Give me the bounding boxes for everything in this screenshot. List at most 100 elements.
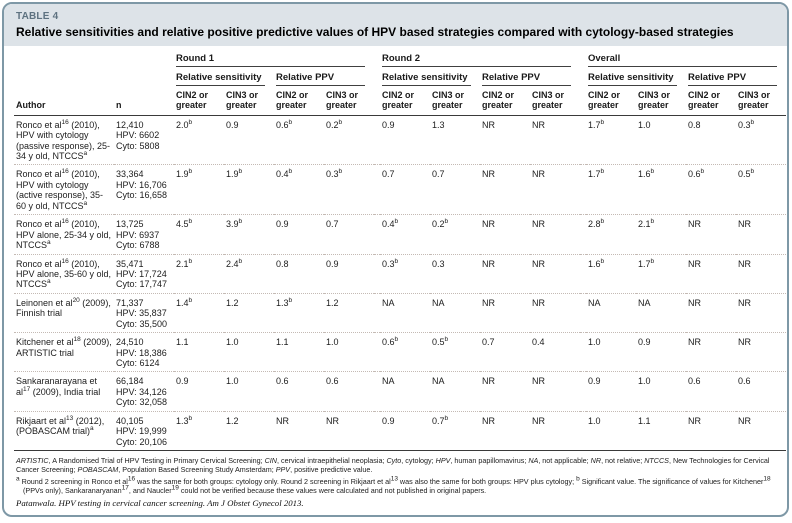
footnote-abbreviations: ARTISTIC, A Randomised Trial of HPV Test… [16, 456, 770, 475]
value-cell: 0.6 [324, 371, 374, 412]
spacer-cell [580, 371, 586, 412]
n-cell: 24,510 HPV: 18,386 Cyto: 6124 [114, 332, 174, 373]
value-cell: 1.1 [636, 411, 686, 452]
value-cell: 0.9 [380, 115, 430, 166]
value-cell: NA [380, 371, 430, 412]
value-cell: 1.3 [430, 115, 480, 166]
value-cell: 0.6b [686, 164, 736, 216]
value-cell: NR [736, 293, 787, 334]
value-cell: 1.6b [636, 164, 686, 216]
n-cell: 35,471 HPV: 17,724 Cyto: 17,747 [114, 254, 174, 294]
value-cell: NR [480, 115, 530, 166]
value-cell: 0.5b [736, 164, 787, 216]
value-cell: NR [274, 411, 324, 452]
author-cell: Sankaranarayana et al17 (2009), India tr… [14, 371, 114, 412]
spacer-cell [580, 115, 586, 166]
group-header-row: Round 1 Round 2 Overall [14, 47, 786, 67]
value-cell: 2.4b [224, 254, 274, 294]
spacer-cell [374, 371, 380, 412]
value-cell: 0.7 [380, 164, 430, 216]
cin-column-header: CIN2 or greater [174, 86, 224, 116]
value-cell: NR [686, 254, 736, 294]
value-cell: 0.8 [274, 254, 324, 294]
value-cell: 1.4b [174, 293, 224, 334]
value-cell: 0.9 [274, 214, 324, 255]
value-cell: NR [686, 411, 736, 452]
table-row: Ronco et al16 (2010), HPV with cytology … [14, 164, 787, 216]
value-cell: 0.7 [480, 332, 530, 373]
value-cell: NA [430, 371, 480, 412]
spacer-cell [374, 214, 380, 255]
value-cell: 1.9b [224, 164, 274, 216]
value-cell: NR [480, 411, 530, 452]
citation-line: Patanwala. HPV testing in cervical cance… [16, 498, 304, 509]
value-cell: 0.9 [174, 371, 224, 412]
value-cell: NR [686, 332, 736, 373]
table-row: Sankaranarayana et al17 (2009), India tr… [14, 371, 787, 412]
n-cell: 13,725 HPV: 6937 Cyto: 6788 [114, 214, 174, 255]
value-cell: 1.2 [324, 293, 374, 334]
cin-column-header: CIN3 or greater [736, 86, 787, 116]
n-cell: 40,105 HPV: 19,999 Cyto: 20,106 [114, 411, 174, 452]
value-cell: 0.6b [274, 115, 324, 166]
value-cell: NR [480, 164, 530, 216]
table-row: Leinonen et al20 (2009), Finnish trial 71… [14, 293, 787, 334]
value-cell: 1.1 [174, 332, 224, 373]
spacer-cell [374, 254, 380, 294]
subgroup-header-sensitivity: Relative sensitivity [586, 67, 686, 86]
value-cell: 1.2 [224, 411, 274, 452]
value-cell: 1.0 [636, 371, 686, 412]
subgroup-header-sensitivity: Relative sensitivity [380, 67, 480, 86]
value-cell: NR [530, 411, 580, 452]
cin-column-header: CIN2 or greater [274, 86, 324, 116]
value-cell: NR [324, 411, 374, 452]
data-table: Round 1 Round 2 Overall Relative sensitivit… [14, 47, 787, 452]
cin-column-header: CIN3 or greater [430, 86, 480, 116]
value-cell: 0.7b [430, 411, 480, 452]
author-cell: Ronco et al16 (2010), HPV with cytology … [14, 115, 114, 166]
value-cell: 0.3b [380, 254, 430, 294]
spacer-cell [580, 214, 586, 255]
column-header-row: Author n CIN2 or greater CIN3 or greater CIN… [14, 86, 787, 116]
value-cell: NR [686, 214, 736, 255]
cin-column-header: CIN3 or greater [224, 86, 274, 116]
value-cell: 2.8b [586, 214, 636, 255]
value-cell: NA [586, 293, 636, 334]
value-cell: 1.3b [174, 411, 224, 452]
value-cell: NA [636, 293, 686, 334]
value-cell: 0.5b [430, 332, 480, 373]
spacer-cell [374, 86, 380, 116]
cin-column-header: CIN2 or greater [686, 86, 736, 116]
column-group-header: Overall [586, 47, 786, 67]
value-cell: 1.9b [174, 164, 224, 216]
value-cell: 0.9 [224, 115, 274, 166]
value-cell: 1.7b [586, 164, 636, 216]
value-cell: 1.0 [224, 371, 274, 412]
table-row: Ronco et al16 (2010), HPV with cytology … [14, 115, 787, 166]
value-cell: NR [736, 332, 787, 373]
table-row: Rikjaart et al13 (2012), (POBASCAM trial… [14, 411, 787, 452]
author-cell: Kitchener et al18 (2009), ARTISTIC trial [14, 332, 114, 373]
table-row: Ronco et al16 (2010), HPV alone, 35-60 y… [14, 254, 787, 294]
value-cell: 4.5b [174, 214, 224, 255]
spacer-cell [580, 86, 586, 116]
spacer-cell [374, 411, 380, 452]
value-cell: NR [530, 254, 580, 294]
value-cell: 0.4b [274, 164, 324, 216]
spacer-cell [374, 332, 380, 373]
value-cell: NR [480, 214, 530, 255]
spacer-cell [580, 293, 586, 334]
value-cell: 1.0 [636, 115, 686, 166]
corner-cell [14, 47, 174, 67]
n-cell: 66,184 HPV: 34,126 Cyto: 32,058 [114, 371, 174, 412]
value-cell: 0.6 [736, 371, 787, 412]
table-number: TABLE 4 [16, 11, 59, 22]
value-cell: 0.9 [324, 254, 374, 294]
table-row: Kitchener et al18 (2009), ARTISTIC trial… [14, 332, 787, 373]
value-cell: NR [530, 293, 580, 334]
value-cell: 0.4b [380, 214, 430, 255]
table-header-band: TABLE 4 Relative sensitivities and relat… [4, 4, 787, 46]
spacer-cell [374, 164, 380, 216]
value-cell: 0.4 [530, 332, 580, 373]
spacer-cell [374, 293, 380, 334]
